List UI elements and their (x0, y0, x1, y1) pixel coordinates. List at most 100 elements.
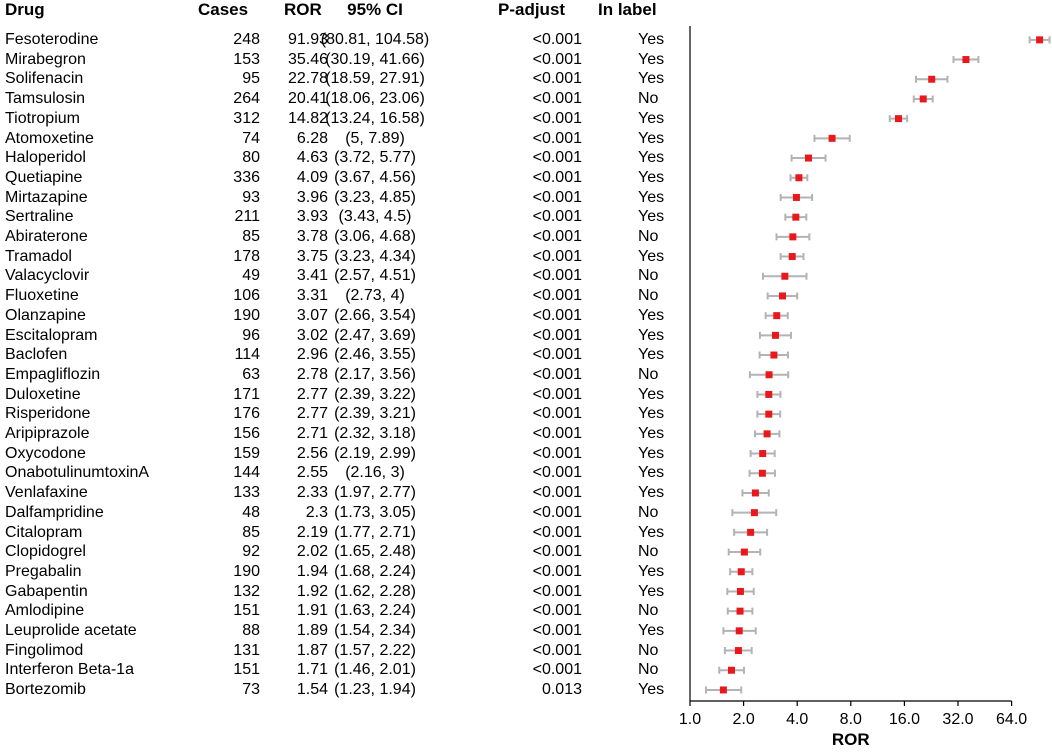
cases-value: 114 (234, 346, 260, 364)
drug-name: Solifenacin (5, 70, 84, 88)
ror-point (779, 292, 787, 300)
ror-point (736, 607, 744, 615)
drug-name: Oxycodone (5, 444, 86, 462)
cases-value: 264 (233, 90, 260, 108)
p-adjust-value: <0.001 (532, 129, 582, 147)
ci-value: (2.32, 3.18) (334, 425, 416, 442)
table-row: Fesoterodine 248 91.93 (80.81, 104.58) <0.00… (0, 30, 690, 50)
in-label-value: Yes (638, 129, 665, 147)
p-adjust-value: <0.001 (532, 50, 582, 68)
table-row: Duloxetine 171 2.77 (2.39, 3.22) <0.001 Yes (0, 385, 690, 405)
ror-point (719, 686, 727, 694)
p-adjust-value: <0.001 (532, 188, 582, 206)
x-tick-label: 32.0 (942, 711, 973, 728)
ror-point (765, 390, 773, 398)
cases-value: 74 (242, 129, 260, 147)
cases-value: 312 (233, 109, 260, 127)
ci-value: (30.19, 41.66) (325, 50, 425, 68)
ror-point (771, 331, 779, 339)
p-adjust-value: <0.001 (532, 582, 582, 600)
ror-value: 6.28 (296, 129, 328, 147)
table-row: Interferon Beta-1a 151 1.71 (1.46, 2.01) <0.… (0, 660, 690, 680)
ci-value: (2.46, 3.55) (334, 346, 416, 364)
ror-point (781, 272, 789, 280)
x-tick-label: 4.0 (786, 711, 808, 728)
p-adjust-value: <0.001 (532, 405, 582, 423)
ror-point (962, 56, 970, 64)
ci-value: (1.65, 2.48) (334, 543, 416, 561)
drug-name: Empagliflozin (5, 365, 101, 383)
ror-value: 1.94 (296, 562, 328, 580)
ror-point (736, 587, 744, 595)
ror-point (773, 312, 781, 320)
ror-value: 1.89 (296, 622, 328, 639)
ror-value: 91.93 (287, 31, 328, 48)
drug-name: Sertraline (5, 208, 74, 226)
table-row: Tiotropium 312 14.82 (13.24, 16.58) <0.001 Ye… (0, 109, 690, 129)
in-label-value: Yes (638, 326, 665, 344)
header-in-label: In label (598, 0, 657, 19)
table-row: Olanzapine 190 3.07 (2.66, 3.54) <0.001 Yes (0, 306, 690, 326)
ror-value: 3.93 (296, 208, 328, 226)
ror-value: 2.77 (296, 385, 328, 403)
drug-name: Amlodipine (5, 602, 85, 620)
ror-point (737, 568, 745, 576)
cases-value: 106 (233, 287, 260, 305)
in-label-value: Yes (638, 405, 665, 423)
drug-name: Gabapentin (5, 582, 88, 600)
ror-value: 3.07 (296, 306, 328, 324)
ci-value: (3.06, 4.68) (334, 228, 416, 245)
ror-point (765, 371, 773, 379)
cases-value: 211 (234, 208, 260, 226)
ror-value: 2.55 (296, 464, 328, 482)
p-adjust-value: <0.001 (532, 464, 582, 482)
ci-value: (2.39, 3.22) (334, 385, 416, 403)
x-tick-label: 8.0 (840, 711, 862, 728)
p-adjust-value: <0.001 (532, 425, 582, 442)
cases-value: 151 (233, 602, 260, 620)
ror-value: 22.78 (287, 70, 328, 88)
ci-value: (2.73, 4) (345, 287, 405, 305)
cases-value: 49 (242, 267, 260, 285)
in-label-value: Yes (638, 346, 665, 364)
in-label-value: No (638, 287, 659, 305)
table-row: Aripiprazole 156 2.71 (2.32, 3.18) <0.001 Yes (0, 424, 690, 444)
table-row: Tramadol 178 3.75 (3.23, 4.34) <0.001 Yes (0, 247, 690, 267)
in-label-value: Yes (638, 523, 665, 541)
p-adjust-value: <0.001 (532, 228, 582, 245)
drug-name: Risperidone (5, 405, 91, 423)
drug-name: Abiraterone (5, 228, 88, 245)
table-row: Solifenacin 95 22.78 (18.59, 27.91) <0.001 Ye… (0, 69, 690, 89)
ror-point (770, 351, 778, 359)
table-row: Escitalopram 96 3.02 (2.47, 3.69) <0.001 Yes (0, 326, 690, 346)
cases-value: 93 (242, 188, 260, 206)
header-p-adjust: P-adjust (498, 0, 566, 19)
table-row: Baclofen 114 2.96 (2.46, 3.55) <0.001 Yes (0, 345, 690, 365)
ci-value: (3.72, 5.77) (334, 149, 416, 167)
table-row: Venlafaxine 133 2.33 (1.97, 2.77) <0.001 Yes (0, 483, 690, 503)
cases-value: 171 (233, 385, 260, 403)
drug-name: Baclofen (5, 346, 68, 364)
ci-value: (2.17, 3.56) (334, 365, 416, 383)
cases-value: 151 (233, 661, 260, 679)
drug-name: Olanzapine (5, 306, 86, 324)
in-label-value: Yes (638, 464, 665, 482)
in-label-value: Yes (638, 306, 665, 324)
drug-name: Escitalopram (5, 326, 98, 344)
ror-value: 2.71 (296, 425, 328, 442)
in-label-value: Yes (638, 50, 665, 68)
p-adjust-value: <0.001 (532, 247, 582, 265)
in-label-value: No (638, 661, 659, 679)
ror-point (792, 193, 800, 201)
p-adjust-value: <0.001 (532, 168, 582, 186)
table-row: Leuprolide acetate 88 1.89 (1.54, 2.34) <0.0… (0, 621, 690, 641)
drug-name: Haloperidol (5, 149, 86, 167)
in-label-value: No (638, 602, 659, 620)
table-row: Valacyclovir 49 3.41 (2.57, 4.51) <0.001 No (0, 266, 690, 286)
ror-point (788, 253, 796, 261)
ror-value: 1.71 (296, 661, 328, 679)
in-label-value: Yes (638, 562, 665, 580)
ror-value: 1.92 (296, 582, 328, 600)
ror-point (919, 95, 927, 103)
p-adjust-value: <0.001 (532, 208, 582, 226)
